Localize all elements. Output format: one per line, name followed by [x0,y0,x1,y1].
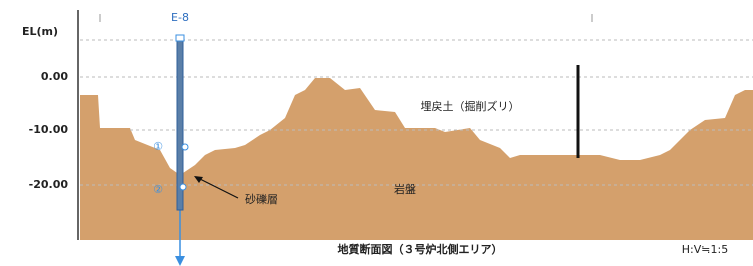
sample-point [180,184,186,190]
marker: ① [153,140,163,153]
tick-label: -10.00 [29,123,69,136]
tick-label: -20.00 [29,178,69,191]
marker: ② [153,183,163,196]
sample-point [182,144,188,150]
borehole-label: E-8 [171,11,189,24]
layer-label: 埋戻土（掘削ズリ） [421,99,520,113]
scale-note: H:V≒1:5 [682,243,728,256]
borehole-cap [176,35,184,41]
cross-section: EL(m) 0.00 -10.00 -20.00 E-8 ① ② 埋戻土（掘削ズ… [0,0,753,266]
tick-label: 0.00 [41,70,68,83]
title: 地質断面図（３号炉北側エリア） [338,242,503,256]
layer-label: 岩盤 [394,182,416,196]
axis-label: EL(m) [22,25,58,38]
layer-label: 砂礫層 [245,192,278,206]
